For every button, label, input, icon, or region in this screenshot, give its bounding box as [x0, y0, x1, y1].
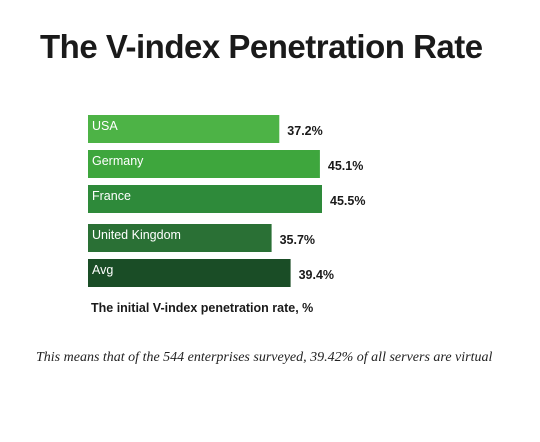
- category-label: Germany: [92, 154, 144, 168]
- chart-title: The V-index Penetration Rate: [40, 28, 483, 65]
- value-label: 39.4%: [299, 268, 334, 282]
- bar-germany: [88, 150, 320, 178]
- category-label: France: [92, 189, 131, 203]
- axis-caption: The initial V-index penetration rate, %: [91, 301, 314, 315]
- value-label: 45.5%: [330, 194, 365, 208]
- footnote: This means that of the 544 enterprises s…: [36, 350, 493, 365]
- bar-usa: [88, 115, 280, 143]
- bar-united-kingdom: [88, 224, 272, 252]
- category-label: Avg: [92, 263, 113, 277]
- bar-france: [88, 185, 322, 213]
- value-label: 37.2%: [287, 124, 322, 138]
- bar-avg: [88, 259, 291, 287]
- value-label: 35.7%: [280, 233, 315, 247]
- category-label: USA: [92, 119, 118, 133]
- value-label: 45.1%: [328, 159, 363, 173]
- category-label: United Kingdom: [92, 228, 181, 242]
